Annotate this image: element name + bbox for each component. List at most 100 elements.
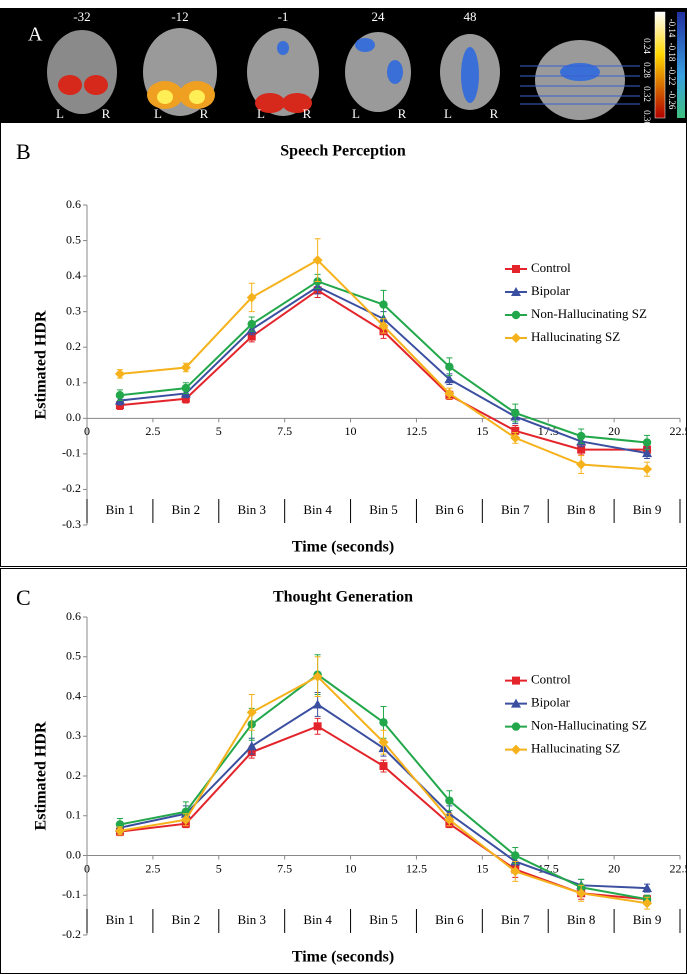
brain-slice [345, 32, 411, 112]
x-tick-label: 12.5 [406, 424, 427, 438]
right-label: R [200, 106, 209, 121]
legend-marker [511, 287, 521, 296]
marker [445, 796, 454, 805]
brain-images [47, 28, 640, 120]
x-tick-label: 12.5 [406, 861, 427, 875]
y-tick-label: 0.2 [66, 339, 81, 353]
y-tick-label: -0.3 [62, 517, 81, 531]
y-tick-label: 0.3 [66, 303, 81, 317]
marker [313, 722, 322, 731]
bin-label: Bin 6 [435, 502, 464, 517]
marker [181, 394, 190, 403]
activation [58, 75, 82, 95]
bin-label: Bin 8 [567, 502, 596, 517]
legend-label: Control [531, 672, 571, 687]
marker [445, 362, 454, 371]
marker [246, 707, 257, 718]
activation [355, 38, 375, 52]
marker [246, 741, 257, 751]
activation [189, 90, 205, 104]
colorbar-label: 0.24 [642, 38, 652, 54]
x-tick-label: 22.5 [670, 424, 687, 438]
y-tick-label: 0.3 [66, 728, 81, 742]
y-tick-label: -0.1 [62, 887, 81, 901]
colorbar-label: -0.14 [667, 19, 677, 38]
marker [444, 814, 455, 825]
marker [511, 408, 520, 418]
legend-label: Non-Hallucinating SZ [531, 718, 647, 733]
x-tick-label: 7.5 [277, 424, 292, 438]
y-tick-label: 0.5 [66, 232, 81, 246]
activation [84, 75, 108, 95]
bin-label: Bin 8 [567, 912, 596, 927]
x-tick-label: 0 [84, 424, 90, 438]
left-label: L [257, 106, 265, 121]
legend-marker [511, 333, 521, 343]
activation [157, 90, 173, 104]
marker [114, 825, 125, 836]
marker [642, 464, 653, 475]
marker [180, 362, 191, 373]
marker [312, 671, 323, 682]
x-tick-label: 0 [84, 861, 90, 875]
x-tick-label: 20 [608, 424, 620, 438]
chart: C Thought Generation Estimated HDR Time (se… [16, 585, 687, 966]
marker [511, 851, 520, 860]
bin-label: Bin 5 [369, 502, 398, 517]
colorbar-label: 0.32 [642, 86, 652, 102]
bin-label: Bin 3 [237, 502, 266, 517]
slice-label: 24 [372, 9, 386, 24]
y-tick-label: 0.4 [66, 268, 81, 282]
legend-label: Control [531, 260, 571, 275]
y-tick-label: 0.1 [66, 808, 81, 822]
left-label: L [154, 106, 162, 121]
x-tick-label: 10 [345, 861, 357, 875]
legend-label: Hallucinating SZ [531, 329, 620, 344]
x-tick-label: 15 [476, 424, 488, 438]
bin-label: Bin 7 [501, 502, 530, 517]
slice-label: -1 [278, 9, 289, 24]
marker [312, 255, 323, 266]
legend-label: Bipolar [531, 283, 571, 298]
marker [577, 445, 586, 454]
marker [576, 888, 587, 899]
y-axis-label: Estimated HDR [33, 310, 50, 419]
chart-title: Thought Generation [273, 589, 413, 606]
brain-slice [47, 30, 117, 114]
marker [379, 718, 388, 727]
marker [576, 459, 587, 470]
marker [510, 432, 521, 443]
marker [246, 292, 257, 303]
colorbar-positive [654, 11, 666, 119]
marker [247, 332, 256, 341]
marker [642, 883, 653, 893]
y-tick-label: 0.1 [66, 375, 81, 389]
x-tick-label: 2.5 [145, 424, 160, 438]
bin-label: Bin 9 [633, 912, 662, 927]
activation [255, 93, 285, 113]
right-label: R [102, 106, 111, 121]
chart: B Speech Perception Estimated HDR Time (sec… [16, 139, 687, 556]
left-label: L [444, 106, 452, 121]
right-label: R [490, 106, 499, 121]
y-tick-label: -0.1 [62, 446, 81, 460]
bin-label: Bin 5 [369, 912, 398, 927]
bin-label: Bin 3 [237, 912, 266, 927]
x-axis-label: Time (seconds) [292, 539, 394, 556]
left-label: L [352, 106, 360, 121]
marker [114, 368, 125, 379]
bin-label: Bin 9 [633, 502, 662, 517]
right-label: R [398, 106, 407, 121]
legend-marker [512, 676, 520, 685]
legend-label: Hallucinating SZ [531, 741, 620, 756]
left-label: L [56, 106, 64, 121]
activation [387, 60, 403, 84]
bin-label: Bin 1 [106, 502, 135, 517]
x-tick-label: 7.5 [277, 861, 292, 875]
legend-marker [512, 265, 520, 273]
x-tick-label: 22.5 [670, 861, 687, 875]
y-tick-label: 0.0 [66, 847, 81, 861]
activation [277, 41, 289, 55]
marker [181, 383, 191, 393]
colorbar-label: 0.28 [642, 62, 652, 78]
